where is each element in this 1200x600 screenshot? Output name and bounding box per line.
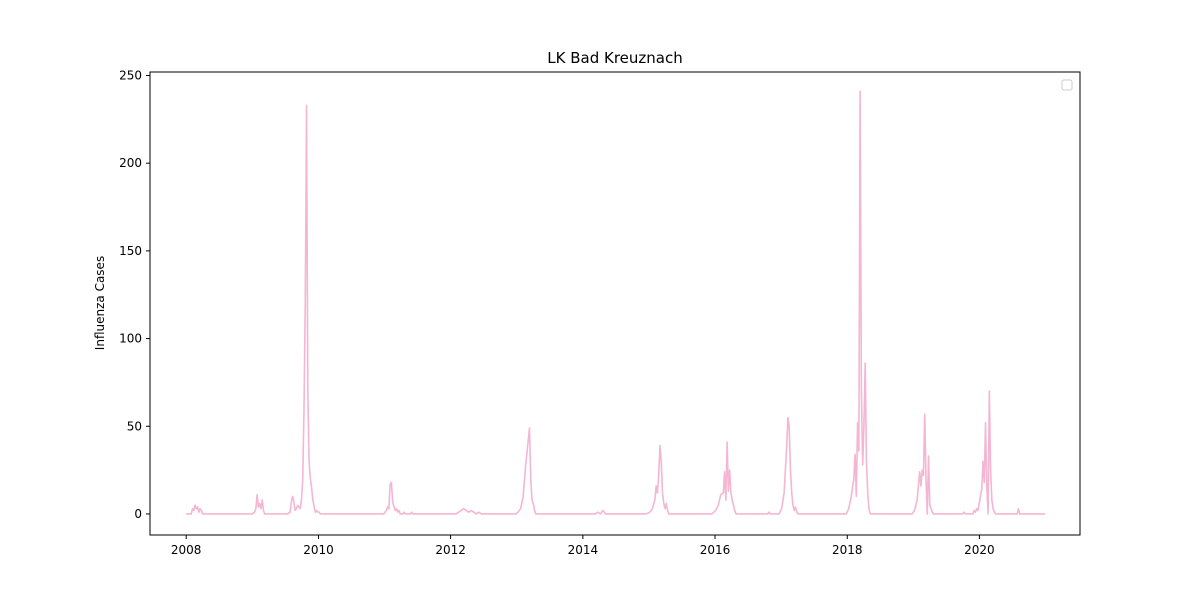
plot-area — [186, 90, 1046, 515]
plot-frame — [149, 71, 1081, 536]
y-axis-ticks: 0 50 100 150 200 250 — [119, 69, 150, 521]
x-tick-label: 2012 — [435, 543, 466, 557]
y-tick-label: 100 — [119, 332, 142, 346]
x-tick-label: 2014 — [568, 543, 599, 557]
y-tick-label: 250 — [119, 69, 142, 83]
x-tick-label: 2008 — [171, 543, 202, 557]
x-tick-label: 2016 — [700, 543, 731, 557]
series-line — [186, 90, 1046, 515]
x-axis-ticks: 2008 2010 2012 2014 2016 2018 2020 — [171, 535, 995, 557]
y-tick-label: 50 — [127, 419, 142, 433]
y-tick-label: 0 — [134, 507, 142, 521]
y-axis-label: Influenza Cases — [93, 256, 107, 350]
legend-box — [1061, 79, 1073, 91]
x-tick-label: 2020 — [964, 543, 995, 557]
y-tick-label: 200 — [119, 156, 142, 170]
x-tick-label: 2010 — [303, 543, 334, 557]
y-tick-label: 150 — [119, 244, 142, 258]
x-tick-label: 2018 — [832, 543, 863, 557]
chart-title: LK Bad Kreuznach — [547, 49, 682, 67]
